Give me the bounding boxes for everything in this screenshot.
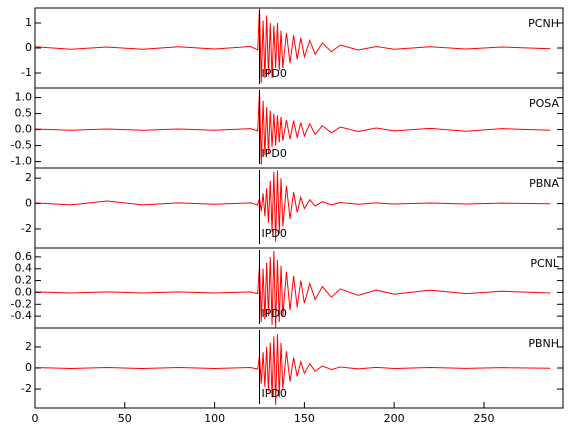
x-tick-label: 0 [32,412,39,425]
y-tick-label: 0 [25,361,32,374]
y-tick-label: 2 [25,171,32,184]
y-tick-label: 0 [25,41,32,54]
x-tick-label: 100 [204,412,225,425]
x-tick-label: 50 [118,412,132,425]
station-label: PBNH [528,337,559,350]
y-tick-label: 0.6 [15,250,33,263]
pick-label: IPD0 [261,387,286,400]
y-tick-label: -0.5 [11,139,32,152]
x-tick-label: 250 [473,412,494,425]
x-tick-label: 200 [384,412,405,425]
panel-frame [34,247,564,329]
waveform [34,334,551,405]
y-tick-label: 0.2 [15,274,33,287]
station-label: PBNA [529,177,559,190]
y-tick-label: -1 [21,66,32,79]
pick-label: IPD0 [261,307,286,320]
y-tick-label: -2 [21,222,32,235]
station-label: POSA [529,97,559,110]
y-tick-label: 0.0 [15,285,33,298]
y-tick-label: 0.5 [15,107,33,120]
waveform [34,170,551,242]
y-tick-label: -0.4 [11,309,32,322]
panel-frame [34,167,564,249]
y-tick-label: 2 [25,340,32,353]
y-tick-label: 1 [25,16,32,29]
y-tick-label: -1.0 [11,155,32,168]
y-tick-label: 0.0 [15,123,33,136]
waveform [34,7,551,84]
pick-label: IPD0 [261,147,286,160]
y-tick-label: -0.2 [11,297,32,310]
y-tick-label: -2 [21,382,32,395]
station-label: PCNL [530,257,560,270]
waveform [34,250,551,329]
waveform [34,91,551,165]
x-tick-label: 150 [294,412,315,425]
y-tick-label: 0.4 [15,262,33,275]
pick-label: IPD0 [261,67,286,80]
y-tick-label: 0 [25,197,32,210]
station-label: PCNH [528,17,559,30]
pick-label: IPD0 [261,227,286,240]
y-tick-label: 1.0 [15,91,33,104]
